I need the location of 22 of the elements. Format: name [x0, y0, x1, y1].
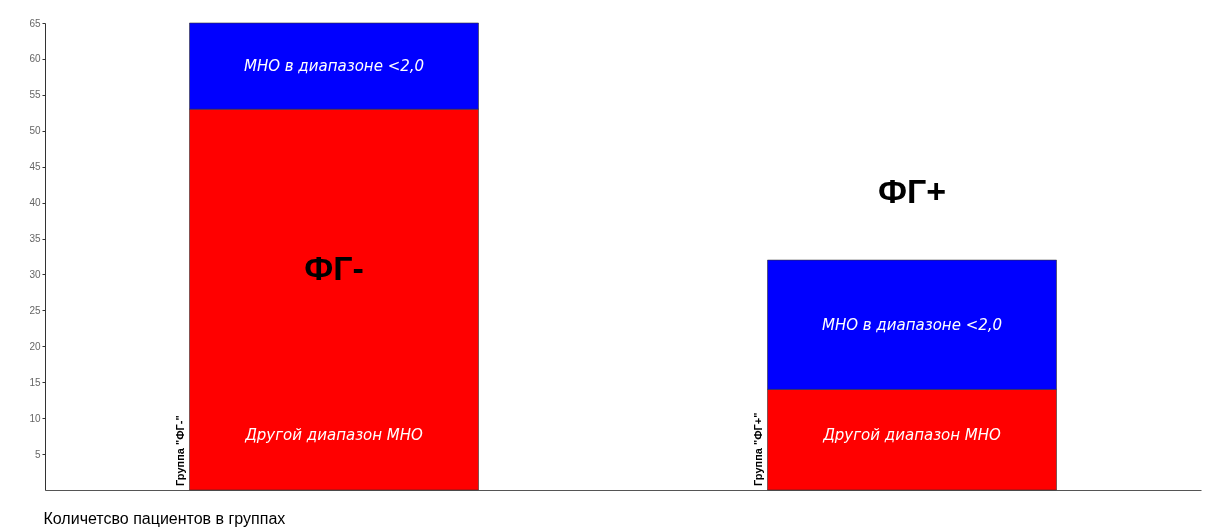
text: МНО в диапазоне <2,0 [821, 315, 1003, 334]
y-tick-label: 10 [29, 412, 41, 424]
y-tick-label: 60 [29, 53, 41, 65]
y-tick-label: 25 [29, 304, 41, 316]
y-tick-label: 35 [29, 233, 41, 245]
series-label: МНО в диапазоне <2,0 [243, 57, 425, 76]
y-tick-label: 55 [29, 89, 41, 101]
annotation: ФГ+ [877, 172, 947, 210]
series-label: Другой диапазон МНО [822, 426, 1002, 444]
x-axis-title: Количетсво пациентов в группах [43, 509, 286, 527]
y-tick-label: 30 [29, 268, 41, 280]
annotation: ФГ- [304, 249, 364, 287]
y-tick-label: 5 [34, 448, 41, 460]
y-tick-label: 50 [29, 125, 41, 137]
y-tick-label: 65 [29, 17, 41, 29]
y-tick-label: 15 [29, 376, 41, 388]
y-tick-label: 40 [29, 197, 41, 209]
y-tick-label: 45 [29, 161, 41, 173]
text: Другой диапазон МНО [245, 426, 423, 444]
y-tick-label: 20 [29, 340, 41, 352]
x-tick-label: Группа "ФГ+" [751, 412, 764, 486]
x-tick-label: Группа "ФГ-" [173, 415, 186, 486]
